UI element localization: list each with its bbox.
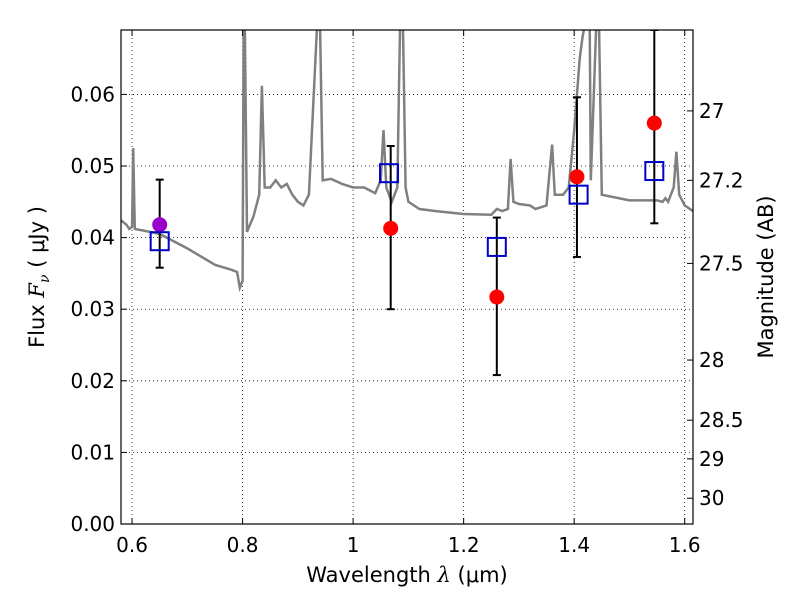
y2-tick-label: 28 <box>699 348 724 372</box>
sed-line <box>121 30 693 293</box>
observed-points <box>152 115 662 305</box>
y2-tick-label: 27.2 <box>699 168 744 192</box>
y-axis-label: Flux Fν ( μJy ) <box>25 206 53 348</box>
y-tick-label: 0.01 <box>70 440 115 464</box>
observed-point <box>383 220 399 236</box>
observed-point <box>646 115 662 131</box>
observed-point <box>569 169 585 185</box>
y-tick-label: 0.02 <box>70 369 115 393</box>
plot-area <box>121 30 693 377</box>
model-points <box>149 161 665 257</box>
y2-tick-label: 28.5 <box>699 408 744 432</box>
observed-point <box>152 217 168 233</box>
y2-tick-label: 29 <box>699 447 724 471</box>
y2-tick-label: 27.5 <box>699 251 744 275</box>
y2-tick-label: 30 <box>699 486 724 510</box>
y-tick-label: 0.00 <box>70 512 115 536</box>
x-axis-label: Wavelength λ (μm) <box>306 563 507 587</box>
y-axis-ticks: 0.00 0.01 0.02 0.03 0.04 0.05 0.06 <box>70 82 127 536</box>
x-tick-label: 1 <box>347 533 360 557</box>
y2-tick-label: 27 <box>699 99 724 123</box>
model-point <box>568 184 589 205</box>
y-tick-label: 0.03 <box>70 297 115 321</box>
x-tick-label: 0.8 <box>227 533 259 557</box>
x-tick-label: 1.2 <box>448 533 480 557</box>
x-tick-label: 0.6 <box>116 533 148 557</box>
x-axis-ticks: 0.6 0.8 1 1.2 1.4 1.6 <box>116 30 701 557</box>
y-tick-label: 0.05 <box>70 154 115 178</box>
observed-point <box>489 289 505 305</box>
model-point <box>486 236 507 257</box>
y2-axis-label: Magnitude (AB) <box>754 195 778 358</box>
y-tick-label: 0.06 <box>70 82 115 106</box>
model-point <box>149 231 170 252</box>
y2-axis-ticks: 27 27.2 27.5 28 28.5 29 30 <box>687 99 744 510</box>
model-point <box>644 161 665 182</box>
x-tick-label: 1.4 <box>558 533 590 557</box>
model-point <box>379 163 400 184</box>
plot-frame <box>120 29 694 525</box>
y-tick-label: 0.04 <box>70 226 115 250</box>
x-tick-label: 1.6 <box>669 533 701 557</box>
